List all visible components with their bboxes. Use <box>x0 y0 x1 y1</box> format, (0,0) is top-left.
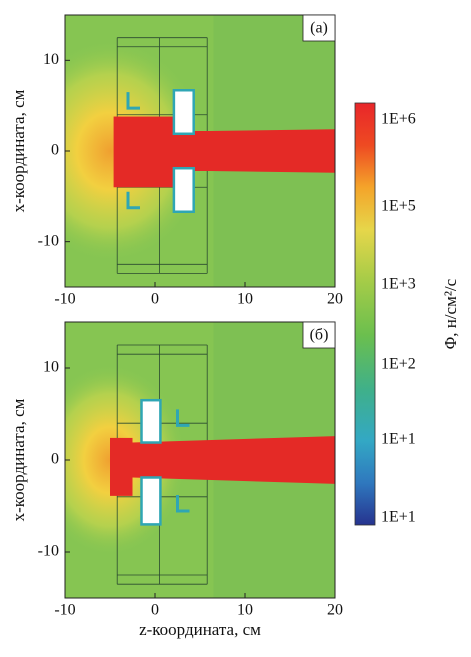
y-tick-label: -10 <box>38 543 59 560</box>
colorbar-label: Φ, н/см²/с <box>441 278 460 349</box>
x-tick-label: 20 <box>327 291 343 308</box>
panel-label-box <box>302 321 336 349</box>
x-tick-label: 10 <box>237 602 253 619</box>
field-map <box>65 15 335 287</box>
beam <box>132 436 335 484</box>
l-shape <box>126 191 140 210</box>
x-tick-label: 0 <box>151 291 159 308</box>
l-shape <box>126 92 140 110</box>
colorbar-tick-label: 1E+5 <box>381 198 416 215</box>
heatmap: (а) -10 0 10 20 -10 0 10 x-координата, см <box>9 14 343 308</box>
heatmap: (б) -10 0 10 20 -10 0 10 x-координата, см z-коорд… <box>9 321 343 639</box>
l-shape <box>176 409 190 427</box>
x-tick-label: 10 <box>237 291 253 308</box>
colorbar <box>354 102 376 526</box>
y-tick-label: 0 <box>51 451 59 468</box>
y-tick-label: 10 <box>43 51 59 68</box>
x-tick-label: 20 <box>327 602 343 619</box>
x-axis-label: z-координата, см <box>139 620 261 639</box>
y-tick-label: 10 <box>43 359 59 376</box>
field-map <box>65 322 335 598</box>
beam <box>173 129 335 173</box>
y-tick-label: -10 <box>38 232 59 249</box>
y-tick-label: 0 <box>51 142 59 159</box>
panel-label: (б) <box>310 327 329 344</box>
colorbar-tick-label: 1E+1 <box>381 509 416 526</box>
x-tick-label: 0 <box>151 602 159 619</box>
x-tick-label: -10 <box>54 291 75 308</box>
colorbar-tick-label: 1E+6 <box>381 111 416 128</box>
x-tick-label: -10 <box>54 602 75 619</box>
cavity <box>140 476 162 526</box>
source <box>110 437 133 496</box>
cavity <box>172 89 195 136</box>
cavity <box>172 166 195 213</box>
source <box>113 116 175 188</box>
cavity <box>140 398 162 444</box>
colorbar-tick-label: 1E+1 <box>381 431 416 448</box>
y-axis-label: x-координата, см <box>9 89 28 212</box>
panel-label: (а) <box>310 20 328 37</box>
panel-label-box <box>302 14 336 42</box>
y-axis-label: x-координата, см <box>9 398 28 521</box>
colorbar-tick-label: 1E+2 <box>381 356 416 373</box>
colorbar-tick-label: 1E+3 <box>381 276 416 293</box>
l-shape <box>176 494 190 513</box>
